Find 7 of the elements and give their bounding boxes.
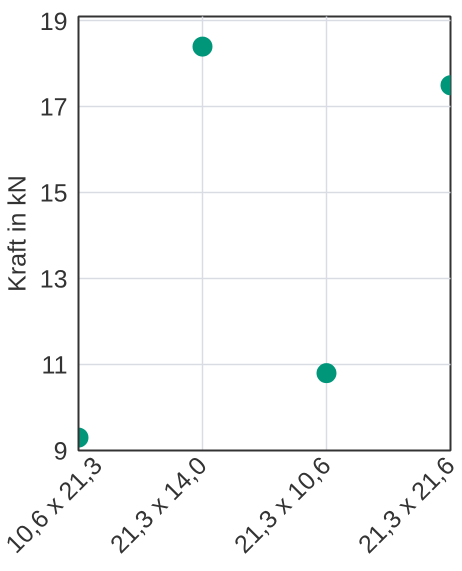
y-tick-label: 15 [40, 180, 68, 208]
y-tick-label: 17 [40, 94, 68, 122]
y-tick-label: 11 [42, 352, 68, 380]
y-tick-label: 13 [40, 266, 68, 294]
y-axis-title: Kraft in kN [4, 175, 32, 292]
y-tick-label: 9 [54, 438, 68, 466]
y-tick-label: 19 [40, 8, 68, 36]
